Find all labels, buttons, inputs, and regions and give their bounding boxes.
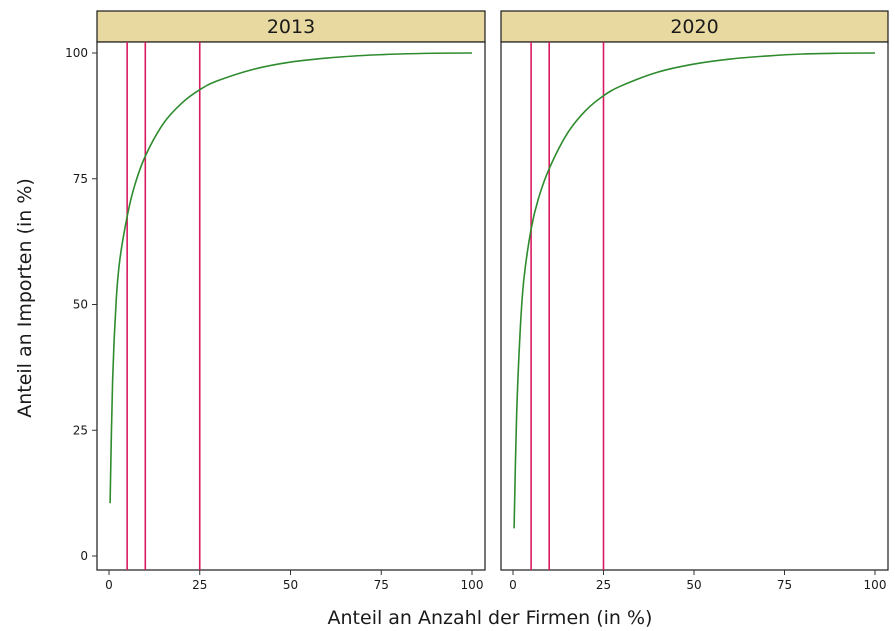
strip-label: 2020	[670, 16, 718, 38]
series-line	[109, 52, 473, 504]
y-tick-label: 50	[73, 298, 88, 312]
x-tick-label: 25	[596, 578, 611, 592]
x-tick-label: 100	[864, 578, 887, 592]
y-axis-title: Anteil an Importen (in %)	[14, 178, 36, 418]
x-tick-label: 0	[105, 578, 113, 592]
panels: 2013 0 25 50 75 100 0 25 50 75 100 2020 0 25 50 75 100	[65, 10, 889, 592]
strip-background	[500, 10, 889, 43]
panel-2013: 2013 0 25 50 75 100 0 25 50 75 100	[65, 10, 486, 592]
x-tick-label: 75	[777, 578, 792, 592]
strip-background	[96, 10, 486, 43]
x-axis-title: Anteil an Anzahl der Firmen (in %)	[328, 607, 653, 629]
y-tick-label: 100	[65, 46, 88, 60]
y-tick-label: 0	[80, 549, 88, 563]
x-tick-label: 100	[461, 578, 484, 592]
x-tick-label: 25	[192, 578, 207, 592]
plot-frame	[96, 41, 486, 571]
x-tick-label: 0	[509, 578, 517, 592]
x-tick-label: 50	[283, 578, 298, 592]
series-line	[513, 52, 876, 529]
y-tick-label: 25	[73, 423, 88, 437]
y-tick-label: 75	[73, 172, 88, 186]
x-tick-label: 50	[686, 578, 701, 592]
plot-frame	[500, 41, 889, 571]
panel-2020: 2020 0 25 50 75 100	[500, 10, 889, 592]
x-tick-label: 75	[374, 578, 389, 592]
strip-label: 2013	[267, 16, 315, 38]
